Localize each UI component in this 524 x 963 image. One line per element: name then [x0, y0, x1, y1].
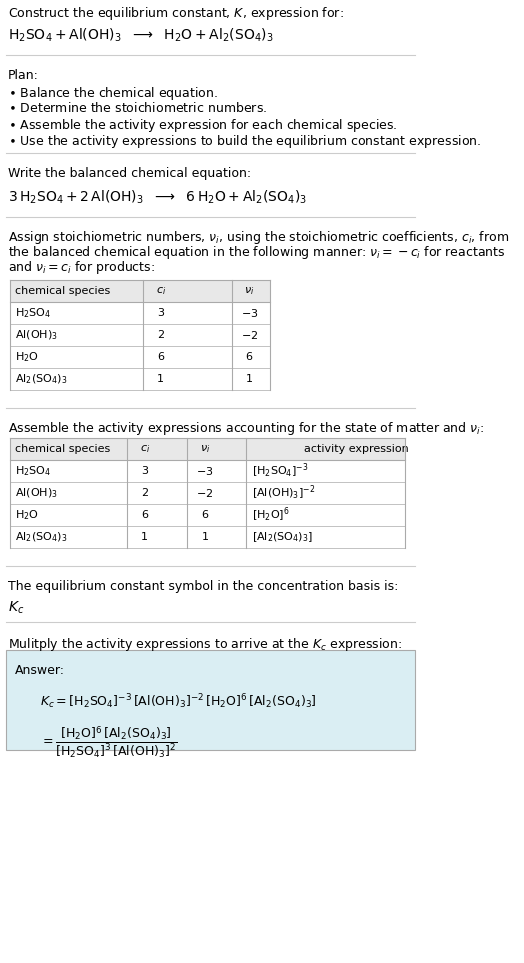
Text: Construct the equilibrium constant, $K$, expression for:: Construct the equilibrium constant, $K$,…: [8, 5, 344, 22]
Text: $-3$: $-3$: [241, 307, 258, 319]
Text: $c_i$: $c_i$: [139, 443, 150, 455]
Text: $\mathrm{H_2SO_4}$: $\mathrm{H_2SO_4}$: [15, 464, 51, 478]
Text: $\mathrm{3\, H_2SO_4 + 2\, Al(OH)_3}$  $\longrightarrow$  $\mathrm{6\, H_2O + Al: $\mathrm{3\, H_2SO_4 + 2\, Al(OH)_3}$ $\…: [8, 189, 307, 206]
Text: 3: 3: [157, 308, 165, 318]
Text: $-2$: $-2$: [196, 487, 214, 499]
Text: $[\mathrm{H_2SO_4}]^{-3}$: $[\mathrm{H_2SO_4}]^{-3}$: [252, 462, 308, 481]
FancyBboxPatch shape: [6, 650, 415, 750]
Text: $\mathrm{Al_2(SO_4)_3}$: $\mathrm{Al_2(SO_4)_3}$: [15, 373, 68, 386]
Text: 6: 6: [141, 510, 148, 520]
Text: the balanced chemical equation in the following manner: $\nu_i = -c_i$ for react: the balanced chemical equation in the fo…: [8, 244, 506, 261]
Text: 6: 6: [157, 352, 165, 362]
Text: 3: 3: [141, 466, 148, 476]
Text: $\bullet$ Balance the chemical equation.: $\bullet$ Balance the chemical equation.: [8, 85, 218, 102]
Text: chemical species: chemical species: [15, 444, 111, 454]
Text: $[\mathrm{Al_2(SO_4)_3}]$: $[\mathrm{Al_2(SO_4)_3}]$: [252, 530, 313, 544]
Text: $\mathrm{H_2SO_4 + Al(OH)_3}$  $\longrightarrow$  $\mathrm{H_2O + Al_2(SO_4)_3}$: $\mathrm{H_2SO_4 + Al(OH)_3}$ $\longrigh…: [8, 27, 274, 44]
Text: $K_c$: $K_c$: [8, 600, 25, 616]
Text: Assemble the activity expressions accounting for the state of matter and $\nu_i$: Assemble the activity expressions accoun…: [8, 420, 484, 437]
Text: 2: 2: [157, 330, 165, 340]
Text: $\mathrm{H_2SO_4}$: $\mathrm{H_2SO_4}$: [15, 306, 51, 320]
Text: Plan:: Plan:: [8, 69, 39, 82]
Text: $\bullet$ Assemble the activity expression for each chemical species.: $\bullet$ Assemble the activity expressi…: [8, 117, 398, 134]
Text: 1: 1: [157, 374, 165, 384]
Text: $\mathrm{Al(OH)_3}$: $\mathrm{Al(OH)_3}$: [15, 328, 58, 342]
Text: $K_c = [\mathrm{H_2SO_4}]^{-3}\,[\mathrm{Al(OH)_3}]^{-2}\,[\mathrm{H_2O}]^{6}\,[: $K_c = [\mathrm{H_2SO_4}]^{-3}\,[\mathrm…: [40, 692, 317, 711]
Text: Write the balanced chemical equation:: Write the balanced chemical equation:: [8, 167, 251, 180]
Text: $\bullet$ Determine the stoichiometric numbers.: $\bullet$ Determine the stoichiometric n…: [8, 101, 267, 115]
Text: and $\nu_i = c_i$ for products:: and $\nu_i = c_i$ for products:: [8, 259, 155, 276]
Text: $= \dfrac{[\mathrm{H_2O}]^{6}\,[\mathrm{Al_2(SO_4)_3}]}{[\mathrm{H_2SO_4}]^{3}\,: $= \dfrac{[\mathrm{H_2O}]^{6}\,[\mathrm{…: [40, 724, 178, 760]
Text: activity expression: activity expression: [304, 444, 409, 454]
Text: $\mathrm{Al(OH)_3}$: $\mathrm{Al(OH)_3}$: [15, 486, 58, 500]
Text: Assign stoichiometric numbers, $\nu_i$, using the stoichiometric coefficients, $: Assign stoichiometric numbers, $\nu_i$, …: [8, 229, 509, 246]
Text: chemical species: chemical species: [15, 286, 111, 296]
Text: 1: 1: [202, 532, 209, 542]
Text: $[\mathrm{Al(OH)_3}]^{-2}$: $[\mathrm{Al(OH)_3}]^{-2}$: [252, 483, 315, 503]
Text: $\mathrm{H_2O}$: $\mathrm{H_2O}$: [15, 508, 39, 522]
Text: 2: 2: [141, 488, 148, 498]
Text: The equilibrium constant symbol in the concentration basis is:: The equilibrium constant symbol in the c…: [8, 580, 398, 593]
FancyBboxPatch shape: [9, 280, 270, 302]
Text: $\bullet$ Use the activity expressions to build the equilibrium constant express: $\bullet$ Use the activity expressions t…: [8, 133, 481, 150]
Text: 1: 1: [141, 532, 148, 542]
Text: 6: 6: [246, 352, 253, 362]
Text: $c_i$: $c_i$: [156, 285, 166, 297]
Text: $\nu_i$: $\nu_i$: [244, 285, 254, 297]
Text: 6: 6: [202, 510, 209, 520]
Text: $\nu_i$: $\nu_i$: [200, 443, 210, 455]
Text: 1: 1: [246, 374, 253, 384]
Text: $\mathrm{H_2O}$: $\mathrm{H_2O}$: [15, 351, 39, 364]
Text: $[\mathrm{H_2O}]^{6}$: $[\mathrm{H_2O}]^{6}$: [252, 506, 289, 524]
FancyBboxPatch shape: [9, 438, 405, 460]
Text: Mulitply the activity expressions to arrive at the $K_c$ expression:: Mulitply the activity expressions to arr…: [8, 636, 402, 653]
Text: $\mathrm{Al_2(SO_4)_3}$: $\mathrm{Al_2(SO_4)_3}$: [15, 531, 68, 544]
Text: Answer:: Answer:: [15, 664, 64, 677]
Text: $-2$: $-2$: [241, 329, 258, 341]
Text: $-3$: $-3$: [196, 465, 214, 477]
